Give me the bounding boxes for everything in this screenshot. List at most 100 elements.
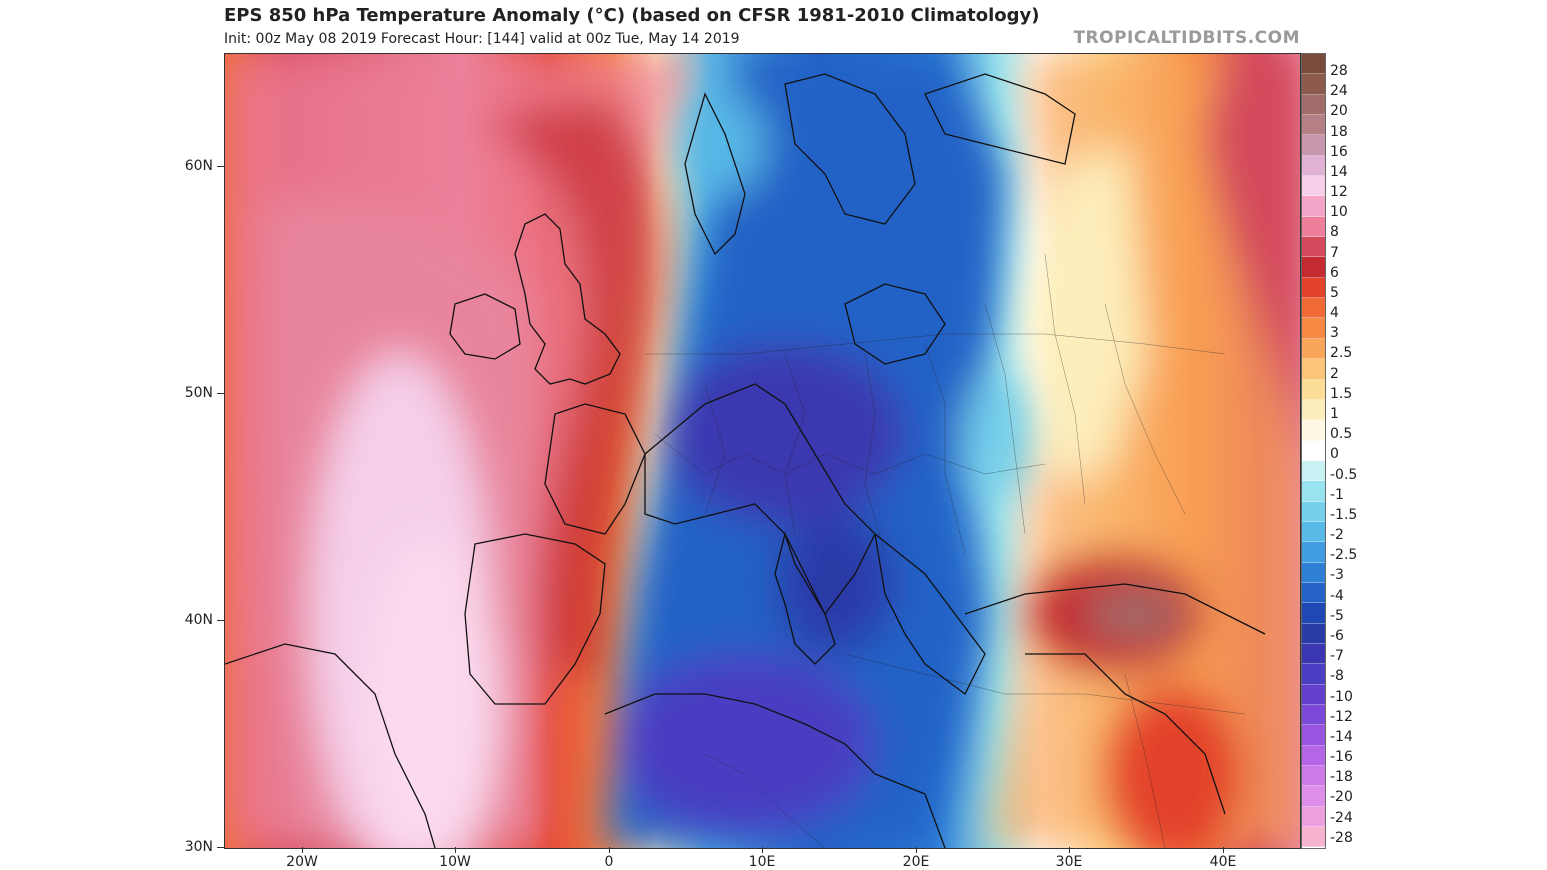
legend-color-bin [1302, 420, 1325, 441]
lat-tick-label: 60N [184, 158, 213, 174]
lon-tick-mark [916, 847, 917, 853]
legend-color-bin [1302, 562, 1325, 583]
legend-label: 0.5 [1330, 426, 1353, 443]
legend-color-bin [1302, 399, 1325, 421]
legend-label: 28 [1330, 63, 1348, 79]
legend-color-bin [1302, 766, 1325, 787]
chart-title: EPS 850 hPa Temperature Anomaly (°C) (ba… [224, 5, 1040, 26]
legend-label: -6 [1330, 627, 1344, 644]
lat-tick-mark [217, 847, 224, 848]
legend-color-bin [1302, 176, 1325, 197]
lon-tick-label: 30E [1055, 854, 1083, 870]
legend-color-bin [1302, 338, 1325, 360]
legend-color-bin [1302, 623, 1325, 644]
legend-color-bin [1302, 827, 1325, 848]
color-scale-bar [1301, 53, 1326, 849]
legend-color-bin [1302, 684, 1325, 705]
legend-label: 12 [1330, 184, 1348, 201]
lon-tick-mark [455, 847, 456, 853]
legend-color-bin [1302, 237, 1325, 258]
legend-label: -18 [1330, 769, 1353, 786]
legend-color-bin [1302, 257, 1325, 278]
legend-color-bin [1302, 277, 1325, 299]
legend-label: -16 [1330, 749, 1353, 766]
legend-label: -1.5 [1330, 506, 1358, 523]
lon-tick-mark [1069, 847, 1070, 853]
legend-label: -1 [1330, 486, 1344, 503]
lon-tick-label: 10E [748, 854, 776, 870]
legend-label: 2 [1330, 365, 1339, 382]
legend-color-bin [1302, 521, 1325, 543]
legend-color-bin [1302, 135, 1325, 156]
legend-color-bin [1302, 806, 1325, 828]
lon-tick-mark [609, 847, 610, 853]
legend-label: -2.5 [1330, 547, 1358, 564]
legend-color-bin [1302, 745, 1325, 767]
lon-tick-label: 0 [604, 854, 614, 870]
legend-label: -12 [1330, 708, 1353, 725]
coastlines [225, 73, 1266, 848]
legend-color-bin [1302, 318, 1325, 339]
legend-color-bin [1302, 460, 1325, 482]
legend-label: 20 [1330, 103, 1348, 120]
legend-color-bin [1302, 298, 1325, 319]
legend-label: -20 [1330, 789, 1353, 806]
legend-label: -8 [1330, 668, 1344, 685]
lon-tick-mark [762, 847, 763, 853]
legend-color-bin [1302, 54, 1325, 75]
legend-label: 1 [1330, 406, 1339, 423]
legend-color-bin [1302, 379, 1325, 400]
legend-label: 10 [1330, 204, 1348, 221]
legend-label: 14 [1330, 163, 1348, 180]
lat-tick-label: 30N [184, 839, 213, 855]
legend-label: 1.5 [1330, 385, 1353, 402]
legend-label: 2.5 [1330, 345, 1353, 362]
lat-tick-mark [217, 166, 224, 167]
lon-tick-label: 10W [439, 854, 471, 870]
legend-color-bin [1302, 725, 1325, 746]
cold-central-anomaly [605, 54, 1045, 848]
legend-label: 8 [1330, 224, 1339, 241]
legend-color-bin [1302, 501, 1325, 522]
legend-label: -7 [1330, 648, 1344, 665]
warm-atlantic-anomaly [225, 54, 695, 848]
legend-label: -5 [1330, 607, 1344, 624]
anomaly-map [224, 53, 1301, 849]
legend-label: 3 [1330, 325, 1339, 342]
legend-label: -14 [1330, 728, 1353, 745]
lat-tick-mark [217, 393, 224, 394]
legend-label: -4 [1330, 587, 1344, 604]
country-borders [645, 253, 1246, 848]
legend-label: 0 [1330, 446, 1339, 463]
legend-color-bin [1302, 74, 1325, 95]
legend-color-bin [1302, 582, 1325, 604]
lon-tick-label: 20E [902, 854, 930, 870]
lon-tick-mark [302, 847, 303, 853]
legend-label: -3 [1330, 567, 1344, 584]
lat-tick-label: 40N [184, 612, 213, 628]
legend-color-bin [1302, 481, 1325, 502]
legend-label: -10 [1330, 688, 1353, 705]
legend-color-bin [1302, 94, 1325, 116]
legend-label: 18 [1330, 123, 1348, 140]
lon-tick-label: 40E [1209, 854, 1237, 870]
warm-east-anomaly [985, 54, 1300, 848]
legend-label: -0.5 [1330, 466, 1358, 483]
legend-color-bin [1302, 216, 1325, 238]
legend-label: 24 [1330, 83, 1348, 100]
legend-color-bin [1302, 542, 1325, 563]
legend-color-bin [1302, 705, 1325, 726]
brand-watermark[interactable]: TROPICALTIDBITS.COM [1073, 28, 1300, 48]
legend-color-bin [1302, 196, 1325, 217]
lat-tick-label: 50N [184, 385, 213, 401]
legend-label: -2 [1330, 527, 1344, 544]
legend-color-bin [1302, 603, 1325, 624]
legend-label: -28 [1330, 829, 1353, 846]
forecast-info: Init: 00z May 08 2019 Forecast Hour: [14… [224, 31, 740, 47]
lat-tick-mark [217, 620, 224, 621]
lon-tick-label: 20W [286, 854, 318, 870]
legend-color-bin [1302, 359, 1325, 380]
legend-label: 6 [1330, 264, 1339, 281]
legend-label: 5 [1330, 284, 1339, 301]
lon-tick-mark [1223, 847, 1224, 853]
